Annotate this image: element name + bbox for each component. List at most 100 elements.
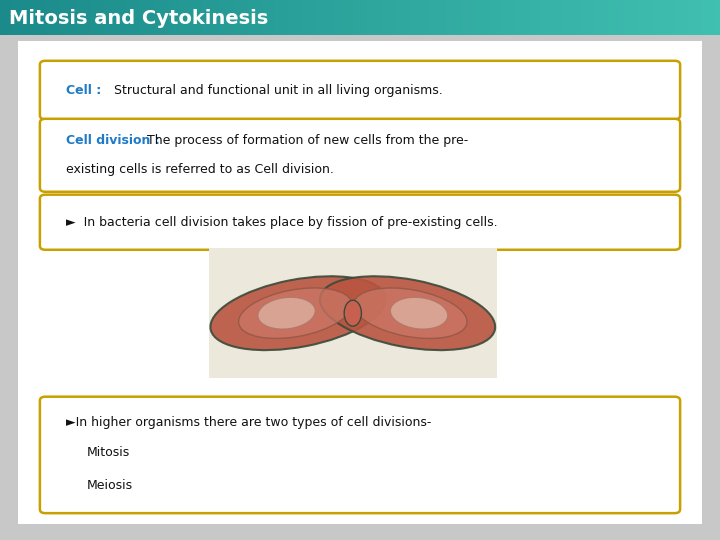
Bar bbox=[220, 0, 223, 35]
Bar bbox=[263, 0, 266, 35]
Bar bbox=[76, 0, 79, 35]
Bar bbox=[198, 0, 202, 35]
Bar bbox=[86, 0, 90, 35]
Text: ►In higher organisms there are two types of cell divisions-: ►In higher organisms there are two types… bbox=[66, 416, 431, 429]
Text: The process of formation of new cells from the pre-: The process of formation of new cells fr… bbox=[143, 134, 469, 147]
Bar bbox=[648, 0, 652, 35]
Bar bbox=[572, 0, 576, 35]
Bar bbox=[590, 0, 594, 35]
Bar bbox=[446, 0, 450, 35]
Bar bbox=[662, 0, 666, 35]
Bar bbox=[209, 0, 212, 35]
Bar bbox=[371, 0, 374, 35]
Bar bbox=[335, 0, 338, 35]
Bar bbox=[68, 0, 72, 35]
Bar bbox=[680, 0, 684, 35]
Bar bbox=[565, 0, 569, 35]
Bar bbox=[29, 0, 32, 35]
Bar bbox=[130, 0, 133, 35]
Bar bbox=[385, 0, 389, 35]
Bar bbox=[562, 0, 565, 35]
Text: existing cells is referred to as Cell division.: existing cells is referred to as Cell di… bbox=[66, 163, 334, 176]
Bar bbox=[104, 0, 108, 35]
Bar bbox=[126, 0, 130, 35]
Bar bbox=[698, 0, 702, 35]
Bar bbox=[464, 0, 468, 35]
Bar bbox=[670, 0, 673, 35]
Bar bbox=[515, 0, 518, 35]
Bar bbox=[173, 0, 176, 35]
Bar bbox=[72, 0, 76, 35]
Bar bbox=[612, 0, 616, 35]
Bar bbox=[101, 0, 104, 35]
Bar bbox=[536, 0, 540, 35]
Bar bbox=[148, 0, 151, 35]
Bar bbox=[619, 0, 623, 35]
Bar bbox=[601, 0, 605, 35]
Ellipse shape bbox=[258, 298, 315, 329]
Bar bbox=[317, 0, 320, 35]
Bar bbox=[630, 0, 634, 35]
Bar bbox=[97, 0, 101, 35]
Bar bbox=[457, 0, 461, 35]
Bar bbox=[396, 0, 400, 35]
Bar bbox=[432, 0, 436, 35]
Bar bbox=[0, 0, 4, 35]
Bar bbox=[256, 0, 259, 35]
Bar bbox=[504, 0, 508, 35]
Bar bbox=[691, 0, 695, 35]
Bar bbox=[302, 0, 306, 35]
Bar bbox=[418, 0, 421, 35]
Bar bbox=[292, 0, 295, 35]
Bar bbox=[299, 0, 302, 35]
FancyBboxPatch shape bbox=[40, 195, 680, 250]
Bar bbox=[90, 0, 94, 35]
Bar bbox=[313, 0, 317, 35]
Bar bbox=[623, 0, 626, 35]
Bar bbox=[328, 0, 331, 35]
Bar bbox=[407, 0, 410, 35]
Bar bbox=[281, 0, 284, 35]
Bar bbox=[61, 0, 65, 35]
Bar bbox=[238, 0, 241, 35]
Bar bbox=[526, 0, 529, 35]
Bar bbox=[180, 0, 184, 35]
Bar bbox=[22, 0, 25, 35]
Bar bbox=[490, 0, 493, 35]
Bar bbox=[47, 0, 50, 35]
Bar bbox=[324, 0, 328, 35]
Text: Mitosis and Cytokinesis: Mitosis and Cytokinesis bbox=[9, 9, 268, 28]
Ellipse shape bbox=[238, 288, 352, 339]
Bar bbox=[479, 0, 482, 35]
Ellipse shape bbox=[390, 298, 448, 329]
Bar bbox=[716, 0, 720, 35]
Text: Cell :: Cell : bbox=[66, 84, 101, 97]
Bar bbox=[616, 0, 619, 35]
Bar bbox=[288, 0, 292, 35]
Bar bbox=[558, 0, 562, 35]
Bar bbox=[230, 0, 234, 35]
Bar bbox=[652, 0, 655, 35]
Bar bbox=[486, 0, 490, 35]
Text: Meiosis: Meiosis bbox=[86, 479, 132, 492]
Bar bbox=[194, 0, 198, 35]
Ellipse shape bbox=[210, 276, 386, 350]
Bar bbox=[569, 0, 572, 35]
Bar bbox=[594, 0, 598, 35]
Bar bbox=[482, 0, 486, 35]
Bar bbox=[598, 0, 601, 35]
Bar bbox=[389, 0, 392, 35]
Bar bbox=[450, 0, 454, 35]
Bar bbox=[540, 0, 544, 35]
Bar bbox=[122, 0, 126, 35]
FancyBboxPatch shape bbox=[40, 61, 680, 119]
Bar bbox=[58, 0, 61, 35]
Bar bbox=[277, 0, 281, 35]
Bar bbox=[428, 0, 432, 35]
Bar bbox=[626, 0, 630, 35]
FancyBboxPatch shape bbox=[4, 31, 716, 534]
Bar bbox=[554, 0, 558, 35]
Bar bbox=[342, 0, 346, 35]
Bar bbox=[108, 0, 112, 35]
Bar bbox=[673, 0, 677, 35]
